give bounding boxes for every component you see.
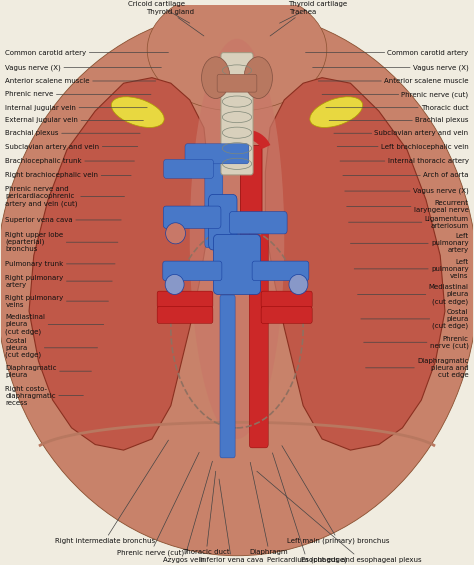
Text: Right costo-
diaphragmatic
recess: Right costo- diaphragmatic recess <box>5 386 83 406</box>
Text: Internal jugular vein: Internal jugular vein <box>5 105 147 111</box>
Text: Costal
pleura
(cut edge): Costal pleura (cut edge) <box>361 308 469 329</box>
Text: Common carotid artery: Common carotid artery <box>5 50 168 55</box>
Text: Brachiocephalic trunk: Brachiocephalic trunk <box>5 158 135 164</box>
FancyBboxPatch shape <box>217 75 257 92</box>
Text: Vagus nerve (X): Vagus nerve (X) <box>5 64 161 71</box>
FancyBboxPatch shape <box>249 230 268 448</box>
Text: Diaphragmatic
pleura: Diaphragmatic pleura <box>5 364 91 377</box>
Text: Left brachiocephalic vein: Left brachiocephalic vein <box>337 144 469 150</box>
Text: Diaphragmatic
pleura and
cut edge: Diaphragmatic pleura and cut edge <box>365 358 469 378</box>
Text: Brachial plexus: Brachial plexus <box>5 131 140 136</box>
Ellipse shape <box>310 97 363 128</box>
Text: Internal thoracic artery: Internal thoracic artery <box>340 158 469 164</box>
Text: Left
pulmonary
artery: Left pulmonary artery <box>350 233 469 253</box>
FancyBboxPatch shape <box>163 206 221 228</box>
Polygon shape <box>29 77 209 450</box>
Text: Recurrent
laryngeal nerve: Recurrent laryngeal nerve <box>346 200 469 213</box>
Text: Subclavian artery and vein: Subclavian artery and vein <box>5 144 138 150</box>
Text: Right intermediate bronchus: Right intermediate bronchus <box>55 440 168 544</box>
Text: Thoracic duct: Thoracic duct <box>182 471 230 555</box>
Text: Vagus nerve (X): Vagus nerve (X) <box>313 64 469 71</box>
Text: Phrenic nerve (cut): Phrenic nerve (cut) <box>322 91 469 98</box>
Text: External jugular vein: External jugular vein <box>5 118 144 124</box>
Text: Anterior scalene muscle: Anterior scalene muscle <box>318 78 469 84</box>
FancyBboxPatch shape <box>261 291 312 308</box>
Text: Esophagus and esophageal plexus: Esophagus and esophageal plexus <box>257 471 421 563</box>
Text: Ligamentum
arteriosum: Ligamentum arteriosum <box>348 216 469 229</box>
FancyBboxPatch shape <box>185 144 249 164</box>
Ellipse shape <box>0 11 474 556</box>
FancyBboxPatch shape <box>220 295 235 458</box>
Ellipse shape <box>289 275 308 294</box>
Text: Subclavian artery and vein: Subclavian artery and vein <box>334 131 469 136</box>
Text: Azygos vein: Azygos vein <box>163 461 212 563</box>
Text: Pericardium (cut edge): Pericardium (cut edge) <box>267 453 347 563</box>
Text: Pulmonary trunk: Pulmonary trunk <box>5 261 115 267</box>
Text: Anterior scalene muscle: Anterior scalene muscle <box>5 78 156 84</box>
Text: Phrenic nerve: Phrenic nerve <box>5 92 151 97</box>
FancyBboxPatch shape <box>213 234 261 294</box>
FancyBboxPatch shape <box>229 212 287 234</box>
Text: Phrenic nerve (cut): Phrenic nerve (cut) <box>118 453 199 555</box>
Ellipse shape <box>190 39 284 439</box>
Text: Left main (primary) bronchus: Left main (primary) bronchus <box>282 446 390 545</box>
Text: Phrenic
nerve (cut): Phrenic nerve (cut) <box>364 336 469 349</box>
Text: Costal
pleura
(cut edge): Costal pleura (cut edge) <box>5 337 98 358</box>
Text: Cricoid cartilage: Cricoid cartilage <box>128 1 190 23</box>
Text: Mediastinal
pleura
(cut edge): Mediastinal pleura (cut edge) <box>5 314 104 334</box>
Text: Thoracic duct: Thoracic duct <box>326 105 469 111</box>
Text: Superior vena cava: Superior vena cava <box>5 217 121 223</box>
Text: Brachial plexus: Brachial plexus <box>329 118 469 124</box>
FancyBboxPatch shape <box>252 261 309 281</box>
Text: Vagus nerve (X): Vagus nerve (X) <box>345 188 469 194</box>
FancyBboxPatch shape <box>209 194 237 250</box>
Text: Inferior vena cava: Inferior vena cava <box>200 479 263 563</box>
FancyBboxPatch shape <box>240 145 262 244</box>
Text: Right pulmonary
artery: Right pulmonary artery <box>5 275 112 288</box>
Text: Thyroid gland: Thyroid gland <box>146 9 204 36</box>
FancyBboxPatch shape <box>221 53 253 175</box>
Text: Mediastinal
pleura
(cut edge): Mediastinal pleura (cut edge) <box>357 284 469 305</box>
FancyBboxPatch shape <box>157 307 213 323</box>
Text: Right upper lobe
(eparterial)
bronchus: Right upper lobe (eparterial) bronchus <box>5 232 118 253</box>
Text: Common carotid artery: Common carotid artery <box>306 50 469 55</box>
Text: Arch of aorta: Arch of aorta <box>343 172 469 179</box>
FancyBboxPatch shape <box>205 155 223 248</box>
FancyBboxPatch shape <box>164 159 213 179</box>
Text: Phrenic nerve and
pericardiacophrenic
artery and vein (cut): Phrenic nerve and pericardiacophrenic ar… <box>5 186 125 207</box>
Ellipse shape <box>111 97 164 128</box>
Ellipse shape <box>201 57 230 98</box>
Text: Thyroid cartilage: Thyroid cartilage <box>280 1 347 23</box>
Ellipse shape <box>165 223 185 244</box>
Text: Right pulmonary
veins: Right pulmonary veins <box>5 294 109 307</box>
Text: Right brachiocephalic vein: Right brachiocephalic vein <box>5 172 131 179</box>
Ellipse shape <box>147 0 327 111</box>
FancyBboxPatch shape <box>261 307 312 323</box>
Text: Left
pulmonary
veins: Left pulmonary veins <box>354 259 469 279</box>
Ellipse shape <box>244 57 273 98</box>
Text: Trachea: Trachea <box>270 9 317 36</box>
FancyBboxPatch shape <box>163 261 222 281</box>
Text: Diaphragm: Diaphragm <box>250 462 289 555</box>
FancyBboxPatch shape <box>157 291 213 308</box>
Ellipse shape <box>165 275 184 294</box>
Polygon shape <box>265 77 445 450</box>
